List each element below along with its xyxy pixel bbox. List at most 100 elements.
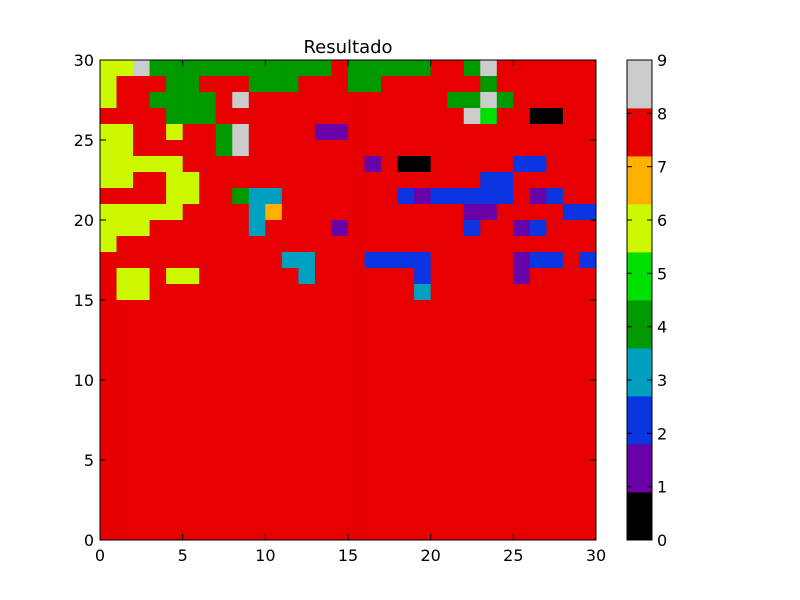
heatmap-cell <box>298 268 316 285</box>
heatmap-cell <box>562 524 580 541</box>
heatmap-cell <box>100 76 117 93</box>
heatmap-cell <box>579 188 597 205</box>
heatmap-cell <box>529 396 547 413</box>
heatmap-cell <box>529 428 547 445</box>
heatmap-cell <box>463 92 481 109</box>
heatmap-cell <box>513 140 531 157</box>
heatmap-cell <box>397 268 415 285</box>
heatmap-cell <box>149 156 167 173</box>
heatmap-cell <box>265 108 283 125</box>
heatmap-cell <box>116 364 134 381</box>
heatmap-cell <box>430 156 448 173</box>
colorbar-tick-label: 3 <box>657 371 667 390</box>
heatmap-cell <box>182 460 200 477</box>
heatmap-cell <box>133 220 150 237</box>
heatmap-cell <box>166 524 184 541</box>
heatmap-cell <box>133 316 150 333</box>
heatmap-cell <box>133 332 150 349</box>
heatmap-cell <box>546 188 564 205</box>
heatmap-cell <box>116 236 134 253</box>
colorbar-tick-label: 9 <box>657 51 667 70</box>
heatmap-cell <box>348 188 365 205</box>
y-tick-label: 0 <box>84 531 94 550</box>
heatmap-cell <box>215 204 233 221</box>
heatmap-cell <box>414 236 432 253</box>
heatmap-cell <box>430 92 448 109</box>
heatmap-cell <box>381 268 398 285</box>
heatmap-cell <box>199 284 217 301</box>
heatmap-cell <box>232 156 250 173</box>
heatmap-cell <box>298 172 316 189</box>
heatmap-cell <box>480 412 498 429</box>
heatmap-cell <box>496 332 514 349</box>
heatmap-cell <box>298 476 316 493</box>
heatmap-cell <box>265 396 283 413</box>
heatmap-cell <box>480 508 498 525</box>
heatmap-cell <box>348 284 365 301</box>
heatmap-cell <box>397 332 415 349</box>
heatmap-cell <box>298 332 316 349</box>
heatmap-cell <box>579 156 597 173</box>
heatmap-cell <box>100 236 117 253</box>
heatmap-cell <box>298 284 316 301</box>
heatmap-cell <box>166 220 184 237</box>
heatmap-cell <box>579 252 597 269</box>
heatmap-cell <box>149 252 167 269</box>
heatmap-cell <box>430 124 448 141</box>
heatmap-cell <box>480 172 498 189</box>
heatmap-cell <box>265 412 283 429</box>
heatmap-cell <box>480 524 498 541</box>
heatmap-cell <box>331 204 349 221</box>
heatmap-cell <box>166 444 184 461</box>
heatmap-cell <box>562 76 580 93</box>
heatmap-cell <box>364 380 382 397</box>
heatmap-cell <box>513 188 531 205</box>
heatmap-cell <box>529 444 547 461</box>
heatmap-cell <box>529 204 547 221</box>
heatmap-cell <box>166 108 184 125</box>
heatmap-cell <box>513 316 531 333</box>
heatmap-cell <box>463 316 481 333</box>
heatmap-cell <box>529 140 547 157</box>
heatmap-cell <box>331 380 349 397</box>
heatmap-cell <box>248 492 266 509</box>
heatmap-cell <box>463 524 481 541</box>
heatmap-cell <box>546 412 564 429</box>
heatmap-cell <box>166 92 184 109</box>
heatmap-cell <box>414 284 432 301</box>
heatmap-cell <box>364 492 382 509</box>
heatmap-cell <box>232 76 250 93</box>
heatmap-cell <box>149 76 167 93</box>
heatmap-cell <box>546 364 564 381</box>
heatmap-cell <box>331 220 349 237</box>
heatmap-cell <box>463 268 481 285</box>
heatmap-cell <box>496 236 514 253</box>
heatmap-cell <box>116 396 134 413</box>
heatmap-cell <box>314 476 332 493</box>
heatmap-cell <box>463 492 481 509</box>
heatmap-cell <box>314 412 332 429</box>
heatmap-cell <box>529 492 547 509</box>
heatmap-cell <box>182 92 200 109</box>
heatmap-cell <box>298 444 316 461</box>
heatmap-cell <box>100 188 117 205</box>
heatmap-cell <box>265 92 283 109</box>
heatmap-cell <box>562 428 580 445</box>
heatmap-cell <box>381 332 398 349</box>
heatmap-cell <box>364 444 382 461</box>
heatmap-cell <box>463 76 481 93</box>
heatmap-cell <box>199 156 217 173</box>
heatmap-cell <box>546 76 564 93</box>
heatmap-cell <box>579 412 597 429</box>
heatmap-cell <box>100 108 117 125</box>
heatmap-cell <box>199 124 217 141</box>
heatmap-cell <box>149 140 167 157</box>
heatmap-cell <box>546 92 564 109</box>
heatmap-cell <box>579 76 597 93</box>
heatmap-cell <box>265 188 283 205</box>
heatmap-cell <box>397 412 415 429</box>
heatmap-cell <box>348 444 365 461</box>
heatmap-cell <box>430 364 448 381</box>
heatmap-cell <box>546 220 564 237</box>
heatmap-cell <box>133 268 150 285</box>
